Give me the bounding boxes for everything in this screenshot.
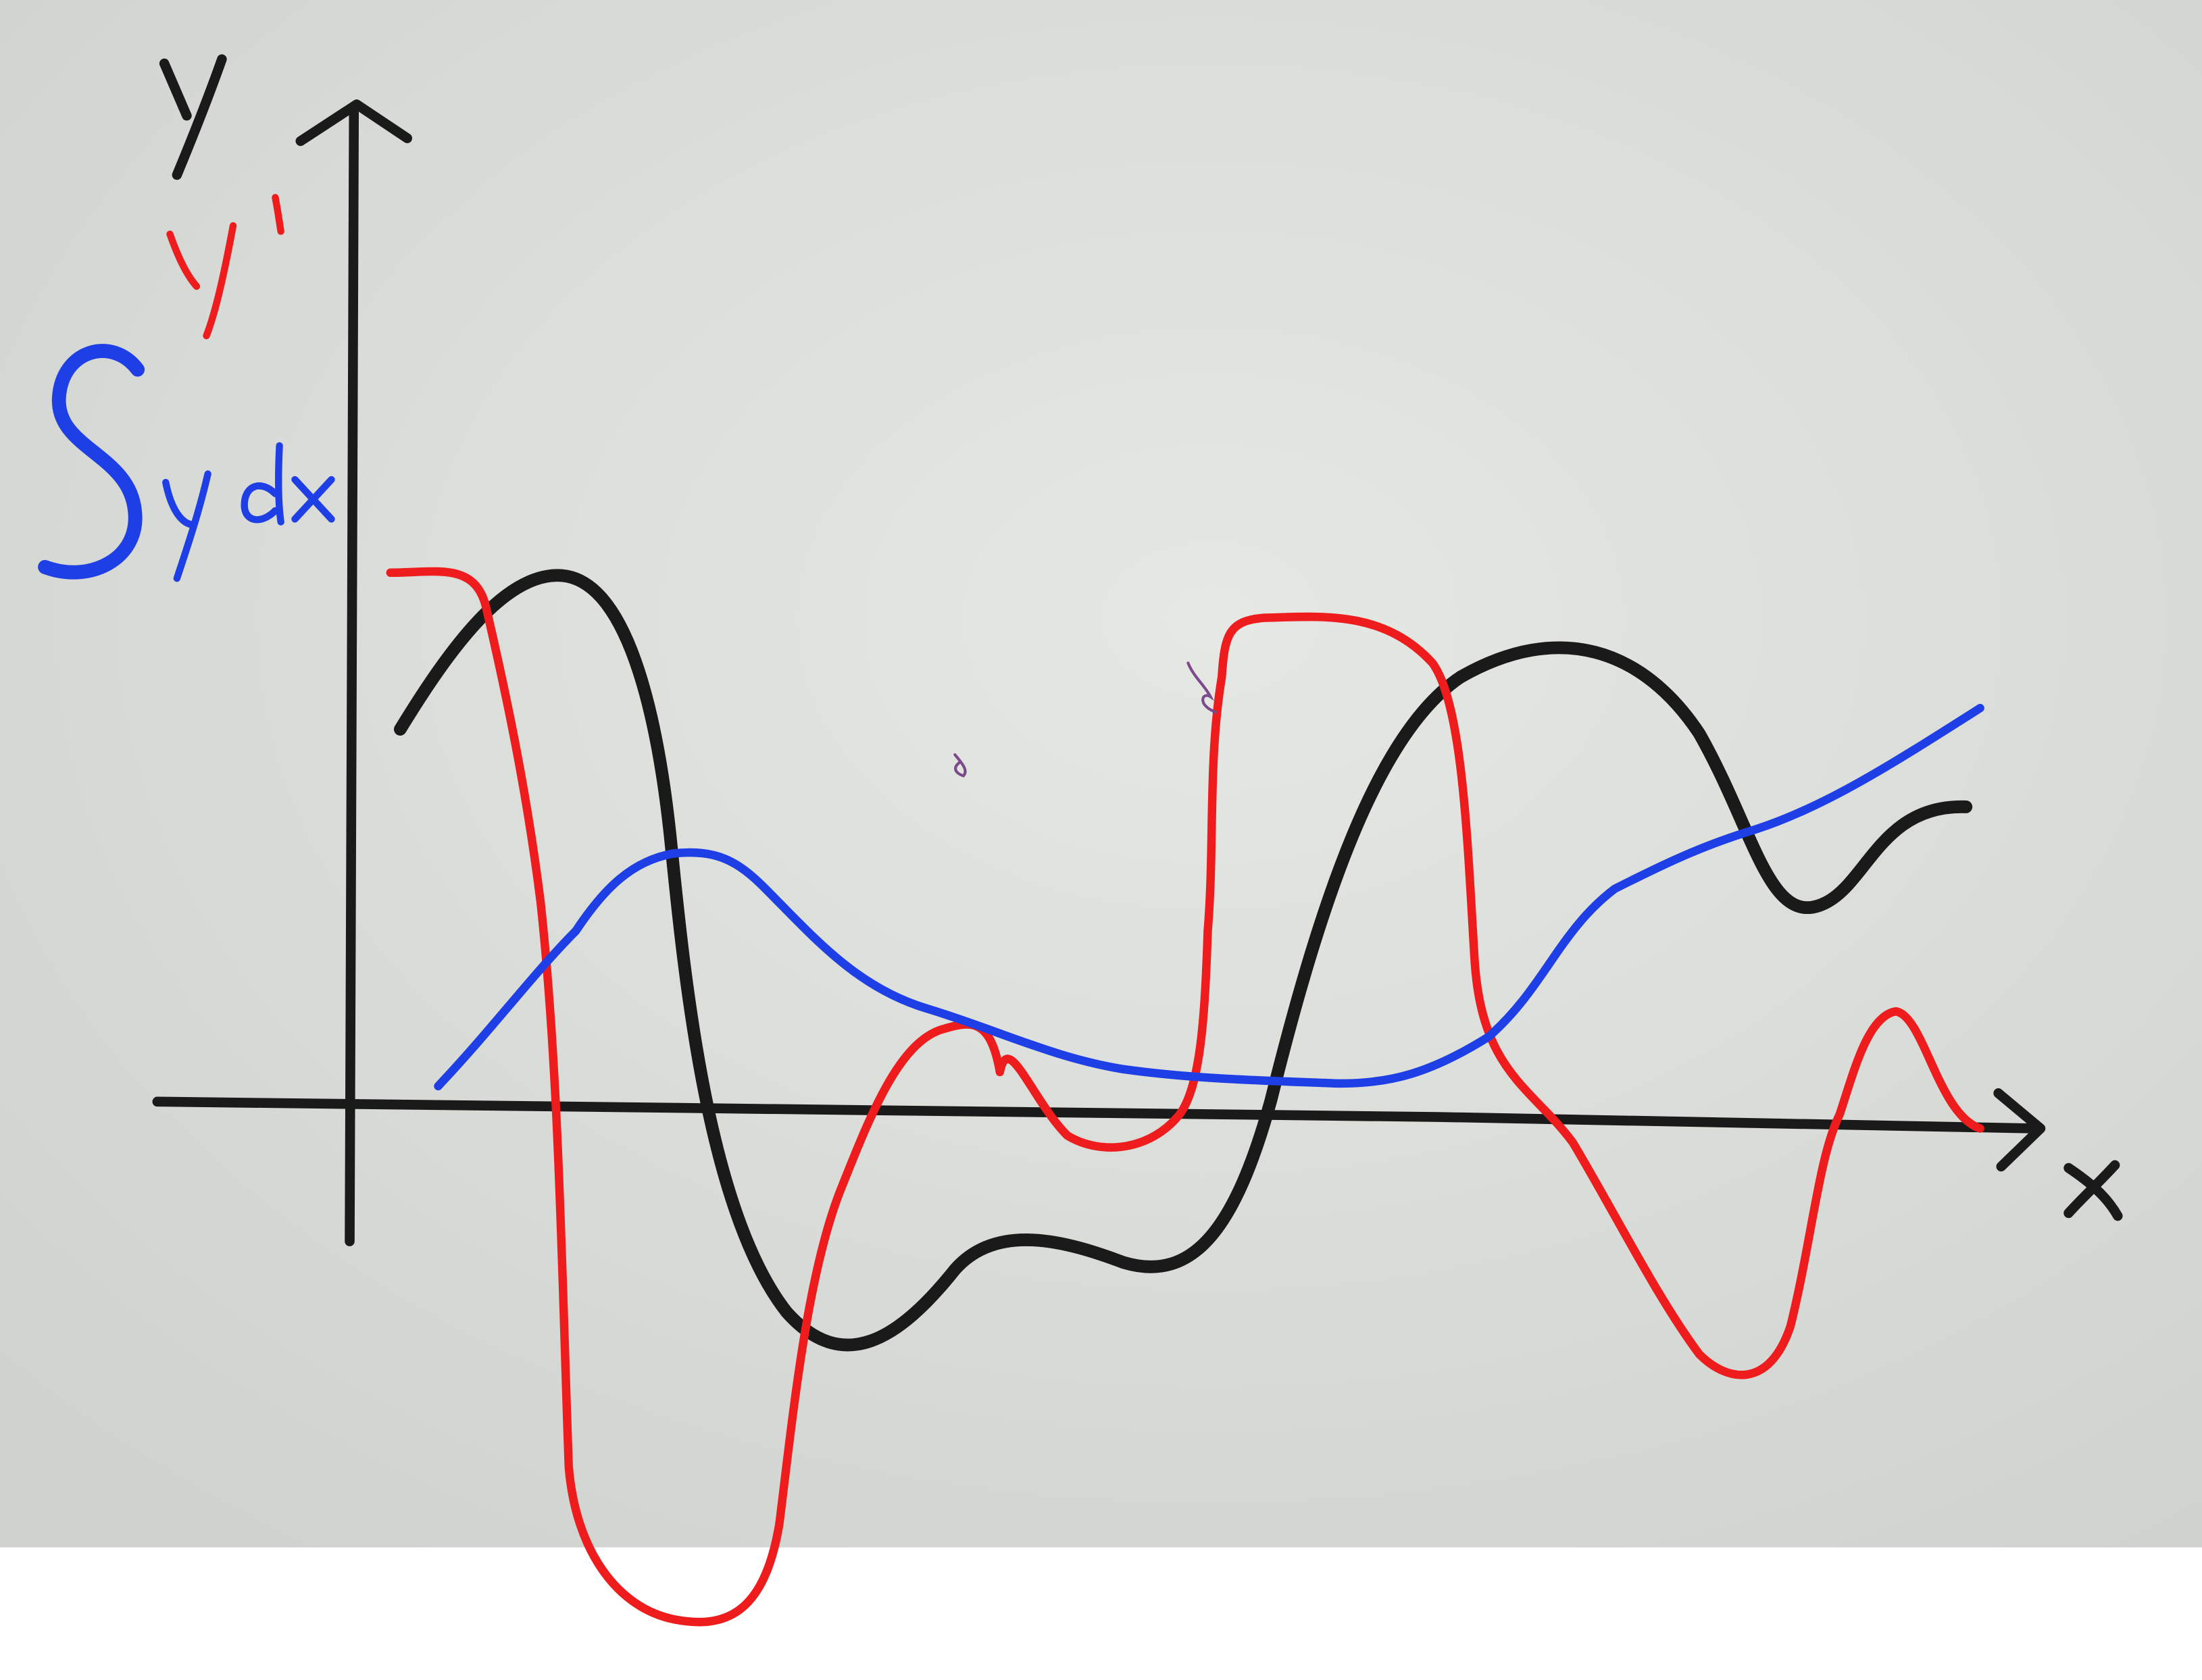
x-axis-arrowhead — [1993, 1088, 2046, 1172]
x-axis-line — [152, 1096, 2042, 1134]
legend-blue-integral-label — [38, 344, 335, 582]
y-axis-label — [159, 54, 227, 180]
y-axis-arrowhead — [295, 99, 413, 147]
x-axis-label — [2063, 1160, 2123, 1221]
y-axis-line — [345, 107, 359, 1246]
curve-y-black — [394, 569, 1973, 1352]
integral-sign-icon — [38, 344, 145, 580]
curve-derivative-red — [386, 567, 1984, 1627]
ink-smudge-marks — [953, 661, 1218, 778]
legend-red-derivative-label — [166, 194, 284, 340]
paper-sheet — [0, 0, 2202, 1548]
curve-integral-blue — [434, 703, 1984, 1091]
axes — [152, 99, 2046, 1246]
